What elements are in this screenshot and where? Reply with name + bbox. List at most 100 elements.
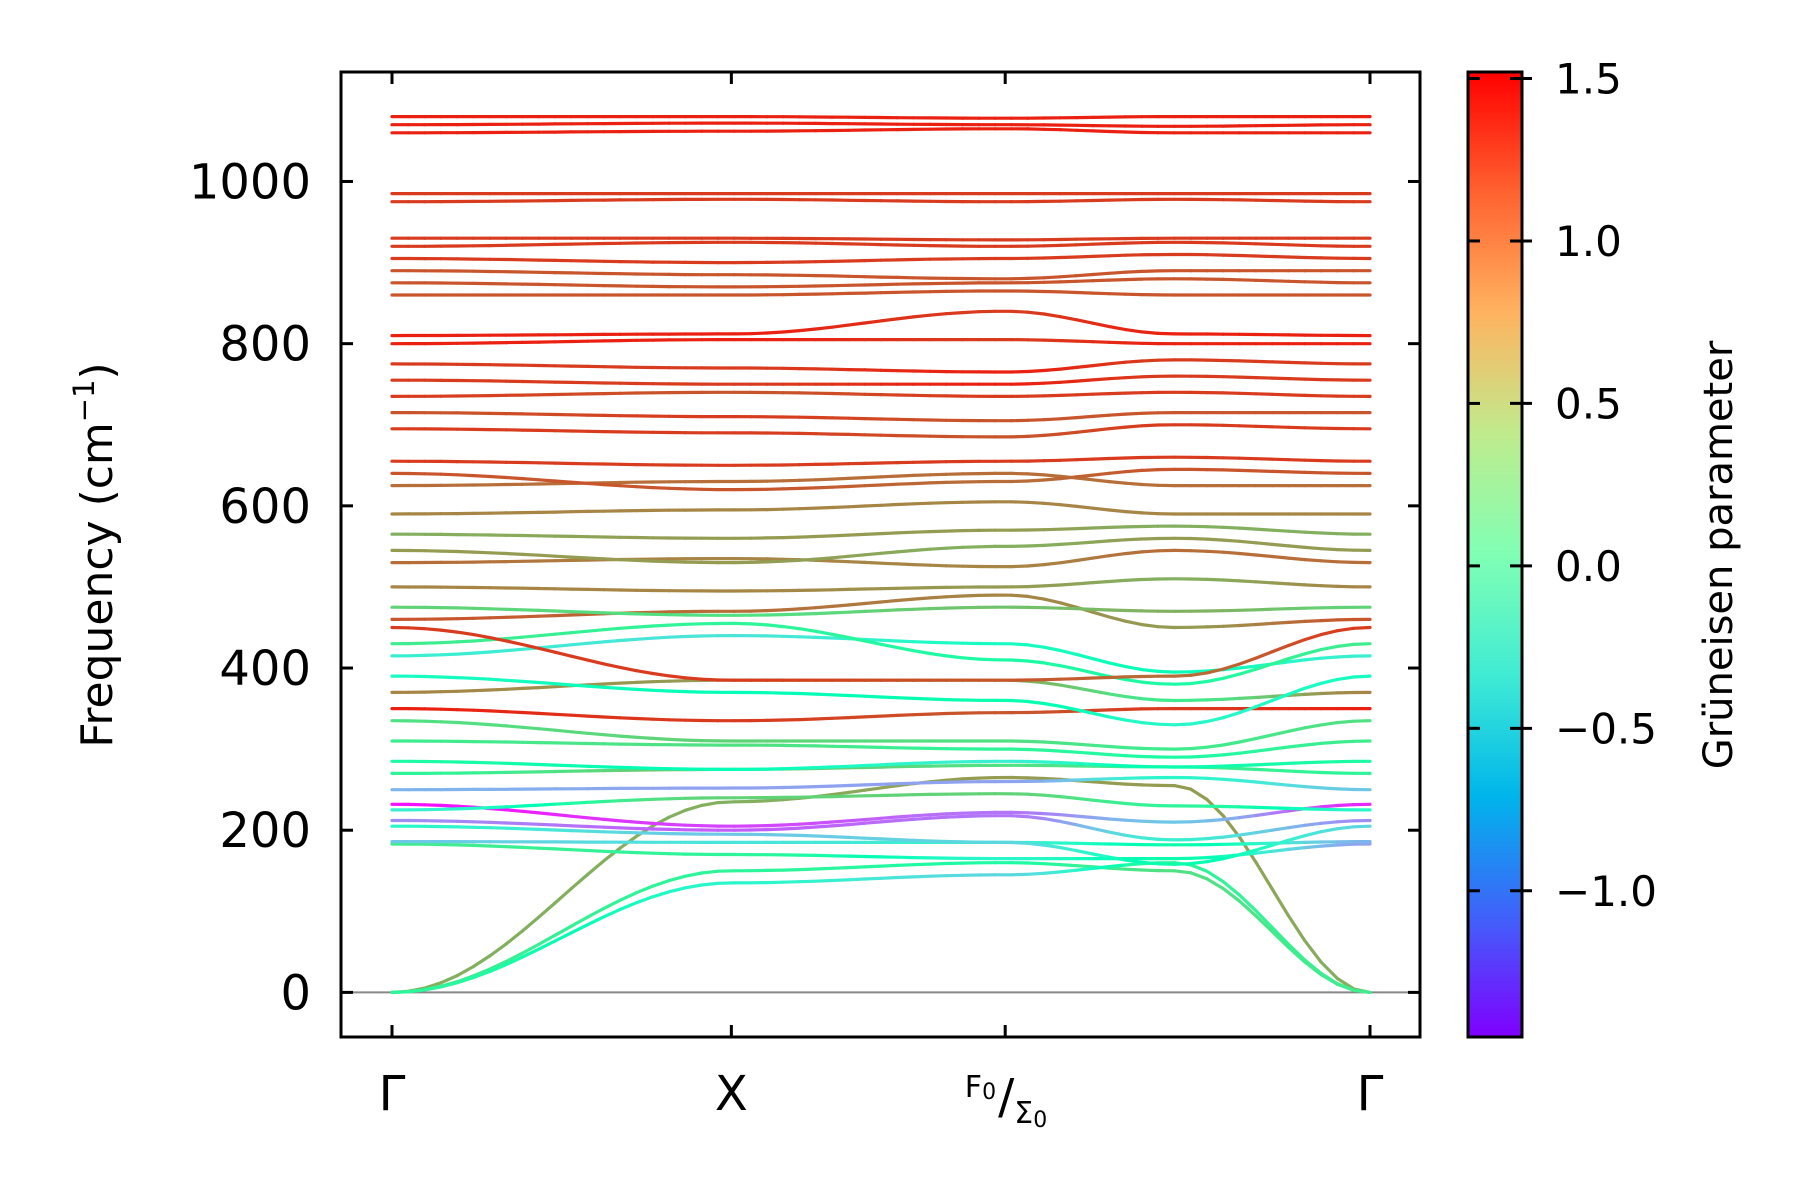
- band-segment: [1237, 253, 1258, 258]
- band-segment: [504, 686, 525, 691]
- band-segment: [1221, 815, 1242, 822]
- band-segment: [1091, 413, 1111, 418]
- band-segment: [830, 632, 851, 640]
- band-segment: [911, 562, 932, 567]
- band-segment: [471, 616, 492, 620]
- band-segment: [520, 803, 541, 808]
- band-segment: [1254, 469, 1274, 473]
- band-segment: [1270, 554, 1291, 560]
- band-segment: [846, 865, 867, 870]
- band-segment: [520, 947, 541, 959]
- band-segment: [439, 472, 459, 477]
- band-segment: [1156, 682, 1177, 686]
- band-segment: [1140, 720, 1160, 726]
- band-segment: [1270, 729, 1291, 737]
- band-segment: [1042, 701, 1062, 708]
- band-segment: [1107, 744, 1128, 750]
- band-segment: [618, 611, 639, 616]
- band-segment: [895, 315, 916, 321]
- band-segment: [1026, 861, 1046, 866]
- band-segment: [1319, 820, 1340, 825]
- band-segment: [1107, 675, 1128, 680]
- band-segment: [569, 764, 590, 768]
- band-segment: [1009, 500, 1030, 504]
- band-segment: [1270, 643, 1291, 654]
- band-segment: [602, 825, 622, 830]
- band-segment: [651, 851, 671, 856]
- band-segment: [488, 551, 508, 556]
- band-segment: [1042, 816, 1062, 824]
- band-segment: [895, 530, 916, 535]
- band-segment: [1091, 798, 1111, 804]
- band-segment: [1221, 550, 1242, 556]
- band-segment: [1319, 655, 1340, 660]
- band-segment: [1286, 582, 1307, 587]
- band-segment: [1091, 711, 1111, 719]
- band-segment: [634, 735, 655, 741]
- band-segment: [1026, 871, 1046, 876]
- band-segment: [1286, 806, 1307, 811]
- band-segment: [1091, 525, 1111, 530]
- band-segment: [1286, 619, 1307, 625]
- band-segment: [863, 319, 883, 325]
- band-segment: [1042, 275, 1062, 280]
- band-segment: [1237, 899, 1258, 918]
- band-segment: [863, 820, 883, 825]
- colorbar-tick-label: −1.0: [1555, 867, 1657, 916]
- band-segment: [585, 764, 606, 769]
- band-segment: [1172, 746, 1193, 751]
- band-segment: [1237, 656, 1258, 666]
- band-segment: [1042, 380, 1062, 385]
- band-segment: [455, 651, 476, 656]
- band-segment: [863, 503, 883, 508]
- band-segment: [1319, 960, 1340, 981]
- band-segment: [1237, 608, 1258, 612]
- band-segment: [1237, 424, 1258, 428]
- band-segment: [1107, 707, 1128, 712]
- band-segment: [1074, 556, 1095, 563]
- band-segment: [797, 606, 818, 611]
- band-segment: [1270, 376, 1291, 381]
- band-segment: [569, 555, 590, 560]
- band-segment: [1058, 582, 1079, 587]
- band-segment: [846, 715, 867, 720]
- band-segment: [683, 676, 704, 681]
- band-segment: [439, 803, 459, 808]
- band-segment: [928, 640, 948, 645]
- k-point-label: Γ: [379, 1066, 406, 1122]
- band-segment: [618, 819, 639, 824]
- band-segment: [911, 313, 932, 319]
- band-segment: [1140, 423, 1160, 428]
- band-segment: [1140, 746, 1160, 751]
- band-segment: [1270, 826, 1291, 832]
- band-segment: [895, 837, 916, 842]
- band-33: [390, 374, 1372, 386]
- band-segment: [928, 839, 948, 844]
- band-segment: [1009, 369, 1030, 374]
- band-segment: [1303, 583, 1323, 588]
- band-segment: [1107, 551, 1128, 558]
- band-segment: [488, 805, 508, 810]
- band-segment: [1286, 255, 1307, 260]
- band-segment: [1009, 658, 1030, 663]
- band-segment: [830, 878, 851, 883]
- band-segment: [1074, 823, 1095, 831]
- band-segment: [1091, 427, 1111, 433]
- band-segment: [1058, 794, 1079, 800]
- band-segment: [1140, 511, 1160, 516]
- band-segment: [1270, 620, 1291, 626]
- band-segment: [1286, 658, 1307, 664]
- band-segment: [1074, 457, 1095, 462]
- band-segment: [504, 551, 525, 557]
- band-segment: [1270, 392, 1291, 397]
- band-segment: [553, 631, 573, 636]
- band-segment: [585, 731, 606, 737]
- band-segment: [602, 483, 622, 488]
- band-segment: [944, 594, 965, 599]
- band-segment: [651, 821, 671, 827]
- band-segment: [1254, 694, 1274, 700]
- band-segment: [1026, 659, 1046, 665]
- band-segment: [1237, 375, 1258, 380]
- band-segment: [634, 624, 655, 629]
- band-segment: [1172, 722, 1193, 727]
